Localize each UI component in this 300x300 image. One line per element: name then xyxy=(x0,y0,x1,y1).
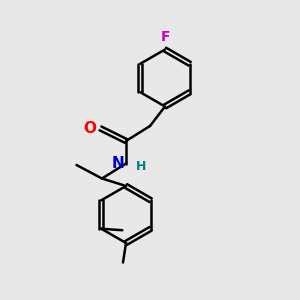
Text: F: F xyxy=(160,30,170,44)
Text: O: O xyxy=(83,121,96,136)
Text: H: H xyxy=(136,160,146,173)
Text: N: N xyxy=(112,156,124,171)
